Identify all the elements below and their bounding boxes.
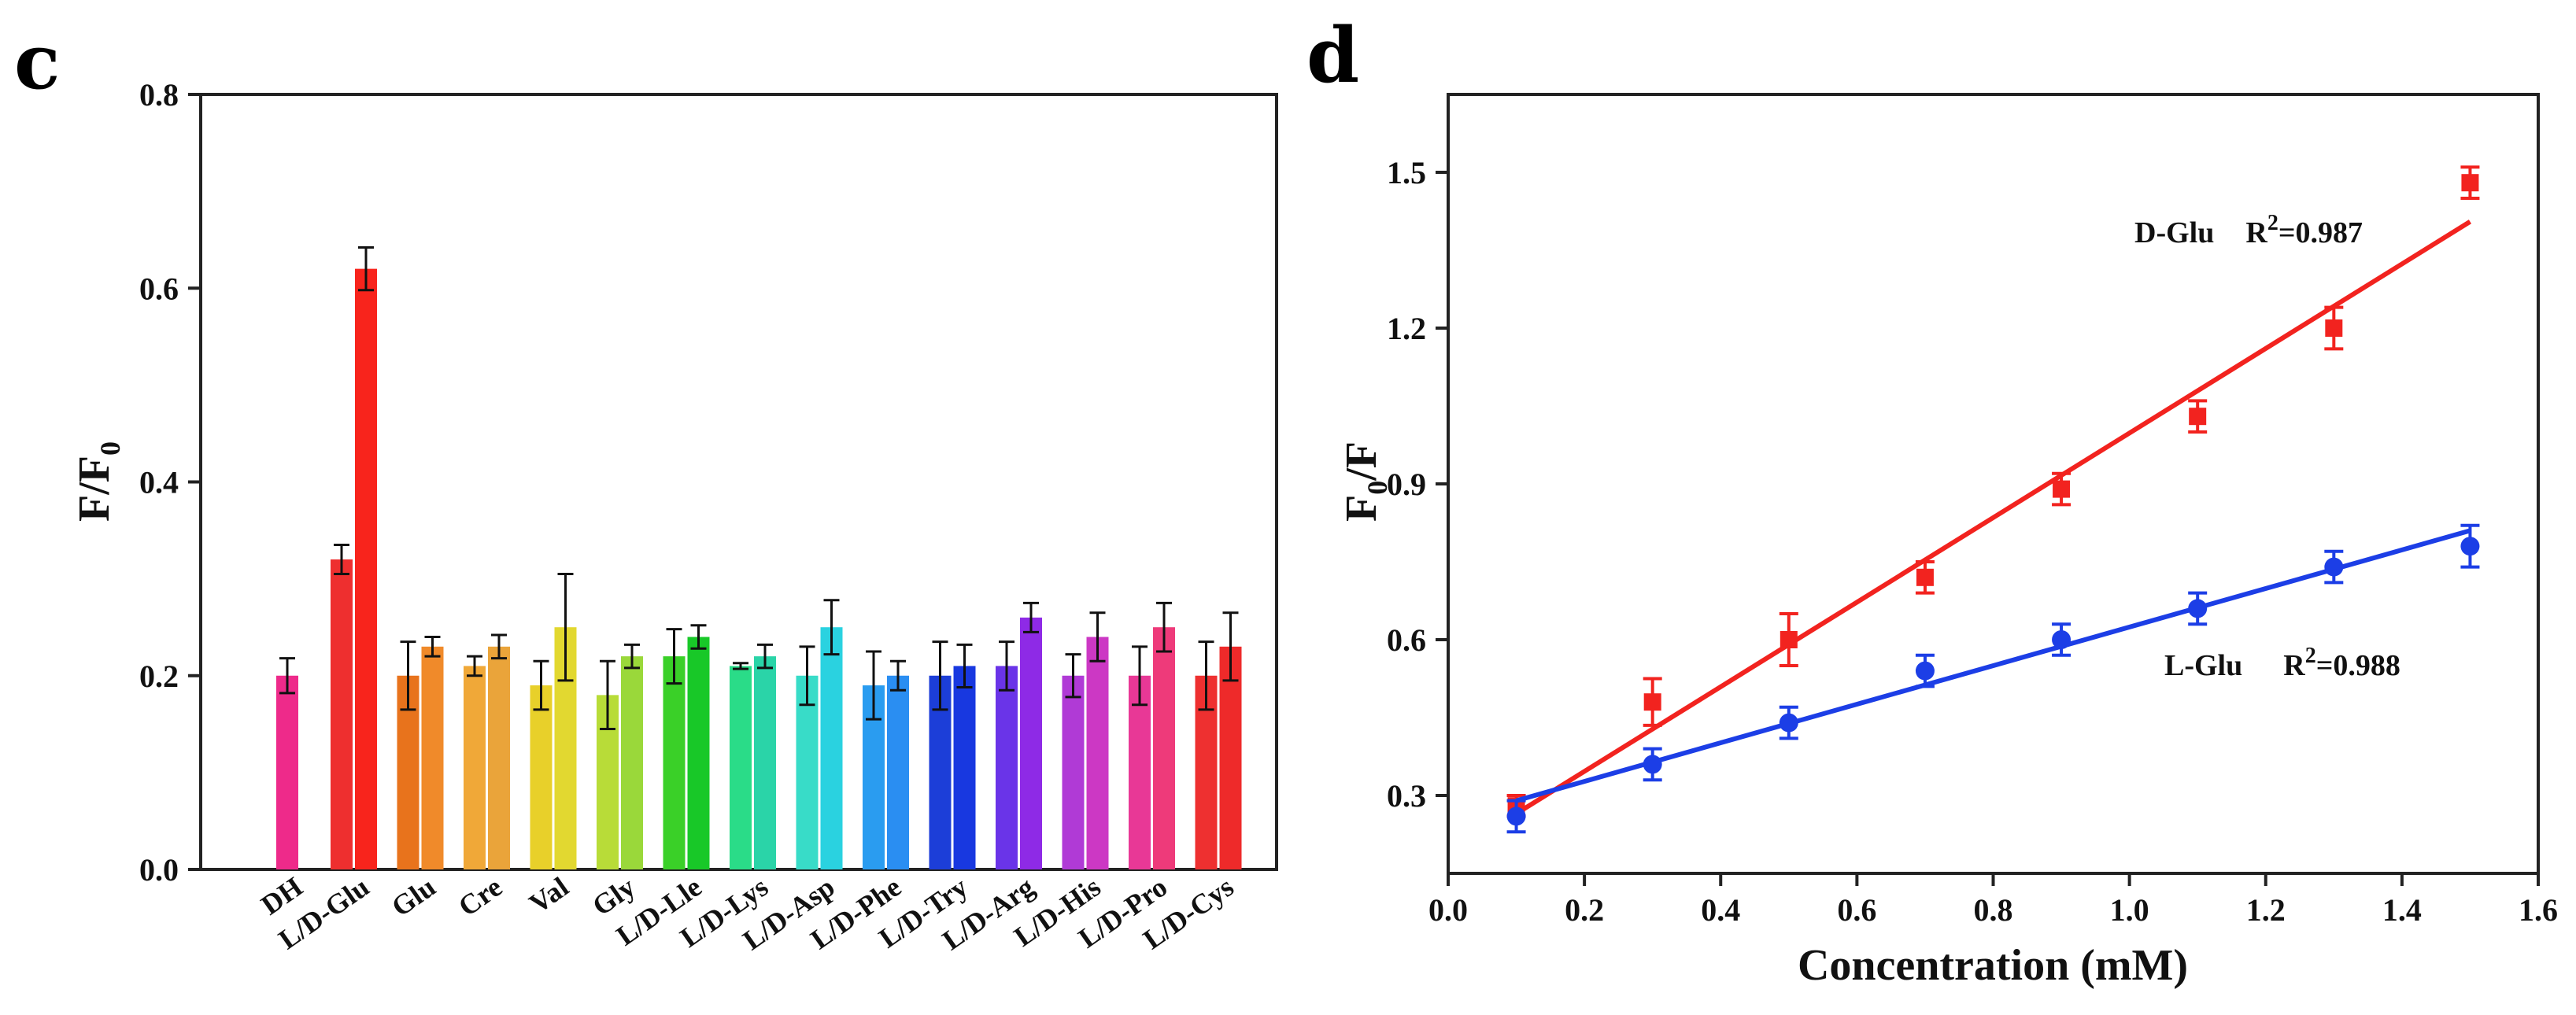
bar xyxy=(1086,637,1109,869)
panel-letter-c: c xyxy=(14,17,60,106)
l-glu-annotation: L-Glu R2=0.988 xyxy=(2164,644,2400,682)
bar xyxy=(530,685,553,869)
data-point xyxy=(2461,174,2479,192)
bar xyxy=(953,666,976,869)
panel-d-ticks: 0.0 0.2 0.4 0.6 0.8 1.0 1.2 1.4 1.6 0.3 0.6 0.9 1.2 1… xyxy=(1387,155,2558,928)
panel-d-scatter-chart: 0.0 0.2 0.4 0.6 0.8 1.0 1.2 1.4 1.6 0.3 0.6 0.9 1.2 1… xyxy=(1337,93,2558,990)
d-x-tick-label: 1.0 xyxy=(2110,892,2149,928)
category-label: Glu xyxy=(386,871,441,923)
data-point xyxy=(1643,755,1662,774)
bar xyxy=(996,666,1018,869)
data-point xyxy=(2325,319,2343,337)
data-point xyxy=(1780,631,1798,648)
panel-d-series xyxy=(1506,165,2480,834)
d-y-tick-label: 0.6 xyxy=(1387,622,1426,658)
panel-letter-d: d xyxy=(1306,11,1359,100)
bar xyxy=(464,666,486,869)
fit-line xyxy=(1515,528,2471,803)
d-y-tick-label: 1.2 xyxy=(1387,311,1426,346)
bar xyxy=(355,268,377,869)
panel-d-y-axis-title: F0/F xyxy=(1337,441,1393,522)
c-y-tick-label: 0.8 xyxy=(139,77,179,113)
category-label: Cre xyxy=(453,871,508,923)
data-point xyxy=(1915,661,1935,681)
d-x-tick-label: 0.0 xyxy=(1428,892,1468,928)
category-label: Val xyxy=(523,871,574,920)
panel-c-category-labels: DHL/D-Glu Glu Cre Val GlyL/D-LleL/D-LysL/D-A… xyxy=(255,871,1239,957)
bar xyxy=(687,637,710,869)
bar xyxy=(1129,675,1151,869)
panel-c-bar-chart: 0.00.20.40.60.8 DHL/D-Glu Glu Cre Val GlyL/D… xyxy=(70,77,1278,957)
data-point xyxy=(2188,599,2208,618)
bar xyxy=(1219,646,1242,869)
d-y-tick-label: 0.9 xyxy=(1387,467,1426,502)
bar xyxy=(887,675,909,869)
data-point xyxy=(1643,693,1661,711)
c-y-tick-label: 0.6 xyxy=(139,271,179,306)
bar xyxy=(276,675,298,869)
data-point xyxy=(2460,537,2480,556)
c-y-tick-label: 0.2 xyxy=(139,659,179,694)
fit-line xyxy=(1514,220,2472,816)
bar xyxy=(1153,627,1175,869)
bar xyxy=(331,559,353,869)
data-point xyxy=(2189,408,2207,426)
d-x-tick-label: 0.6 xyxy=(1837,892,1876,928)
d-x-tick-label: 0.8 xyxy=(1974,892,2013,928)
bar xyxy=(820,627,843,869)
c-y-tick-label: 0.0 xyxy=(139,852,179,888)
data-point xyxy=(2324,557,2344,577)
panel-c-bars xyxy=(276,246,1242,869)
panel-c-y-ticks: 0.0 0.2 0.4 0.6 0.8 xyxy=(139,77,201,888)
bar xyxy=(488,646,510,869)
d-x-tick-label: 0.2 xyxy=(1565,892,1604,928)
d-x-tick-label: 1.6 xyxy=(2519,892,2558,928)
d-glu-annotation: D-Glu R2=0.987 xyxy=(2134,211,2363,249)
d-y-tick-label: 1.5 xyxy=(1387,155,1426,190)
d-x-tick-label: 1.4 xyxy=(2382,892,2422,928)
bar xyxy=(1062,675,1085,869)
d-y-tick-label: 0.3 xyxy=(1387,778,1426,814)
data-point xyxy=(1779,713,1798,733)
bar xyxy=(621,656,643,869)
bar xyxy=(1020,617,1042,869)
bar xyxy=(663,656,686,869)
data-point xyxy=(1506,806,1526,826)
d-x-tick-label: 1.2 xyxy=(2246,892,2286,928)
d-x-tick-label: 0.4 xyxy=(1701,892,1740,928)
panel-d-x-axis-title: Concentration (mM) xyxy=(1798,941,2188,990)
c-y-tick-label: 0.4 xyxy=(139,465,179,500)
data-point xyxy=(2052,630,2072,649)
data-point xyxy=(1916,568,1934,586)
bar xyxy=(796,675,819,869)
panel-c-y-axis-title: F/F0 xyxy=(70,441,126,522)
bar xyxy=(754,656,776,869)
bar xyxy=(730,666,752,869)
bar xyxy=(421,646,444,869)
data-point xyxy=(2053,480,2071,498)
